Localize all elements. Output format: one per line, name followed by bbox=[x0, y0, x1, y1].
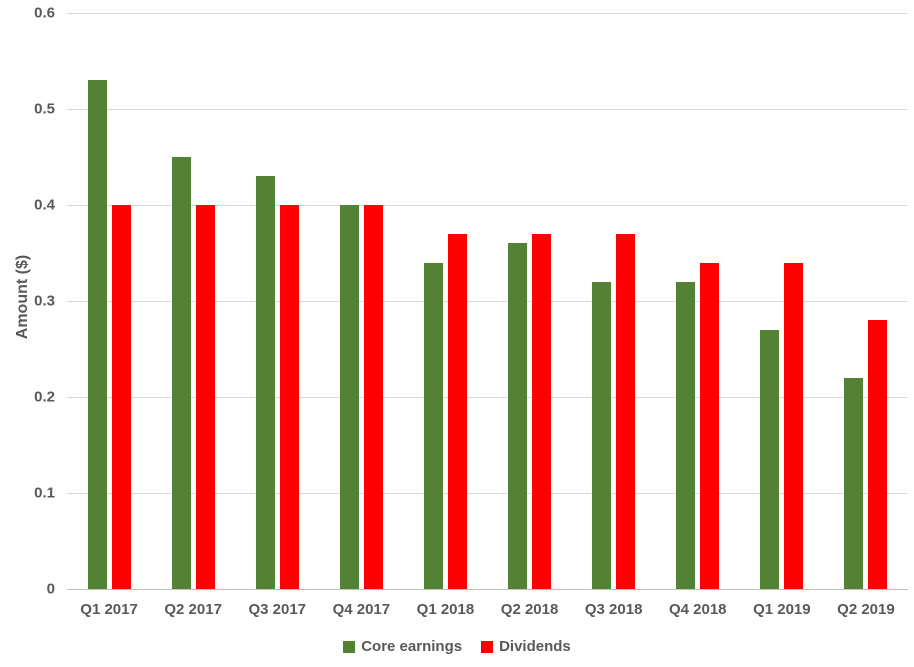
gridline bbox=[67, 108, 908, 110]
x-tick-label: Q1 2018 bbox=[416, 601, 475, 618]
y-tick-label: 0.1 bbox=[34, 484, 55, 502]
y-tick-label: 0.4 bbox=[34, 196, 55, 214]
bar-dividends-q2-2018 bbox=[532, 233, 552, 589]
y-tick-label: 0.6 bbox=[34, 4, 55, 22]
bar-core-earnings-q2-2019 bbox=[844, 377, 864, 589]
bar-core-earnings-q1-2018 bbox=[423, 262, 443, 589]
y-tick-label: 0 bbox=[46, 580, 55, 598]
bar-dividends-q3-2017 bbox=[279, 205, 299, 589]
x-tick-label: Q4 2018 bbox=[668, 601, 727, 618]
x-tick-label: Q3 2018 bbox=[584, 601, 643, 618]
legend-item-core-earnings: Core earnings bbox=[343, 638, 462, 655]
bar-core-earnings-q2-2017 bbox=[171, 157, 191, 589]
y-tick-label: 0.3 bbox=[34, 292, 55, 310]
bar-dividends-q4-2018 bbox=[700, 262, 720, 589]
bar-dividends-q3-2018 bbox=[616, 233, 636, 589]
bar-dividends-q4-2017 bbox=[363, 205, 383, 589]
bar-core-earnings-q2-2018 bbox=[508, 243, 528, 589]
gridline bbox=[67, 396, 908, 398]
gridline bbox=[67, 204, 908, 206]
x-tick-label: Q3 2017 bbox=[248, 601, 307, 618]
y-tick-label: 0.5 bbox=[34, 100, 55, 118]
bar-core-earnings-q1-2019 bbox=[760, 329, 780, 589]
bar-dividends-q2-2019 bbox=[868, 320, 888, 589]
bar-dividends-q1-2018 bbox=[447, 233, 467, 589]
legend: Core earnings Dividends bbox=[0, 638, 914, 655]
gridline bbox=[67, 300, 908, 302]
bar-dividends-q1-2017 bbox=[111, 205, 131, 589]
y-axis-title: Amount ($) bbox=[14, 254, 31, 340]
bar-dividends-q2-2017 bbox=[195, 205, 215, 589]
x-axis-line bbox=[67, 588, 908, 590]
bar-core-earnings-q4-2018 bbox=[676, 281, 696, 589]
x-tick-label: Q4 2017 bbox=[332, 601, 391, 618]
x-tick-label: Q2 2018 bbox=[500, 601, 559, 618]
x-tick-label: Q1 2017 bbox=[80, 601, 138, 618]
bar-core-earnings-q3-2017 bbox=[255, 176, 275, 589]
bar-core-earnings-q3-2018 bbox=[592, 281, 612, 589]
x-tick-label: Q2 2017 bbox=[164, 601, 222, 618]
x-tick-label: Q1 2019 bbox=[753, 601, 811, 618]
gridline bbox=[67, 492, 908, 494]
y-tick-label: 0.2 bbox=[34, 388, 55, 406]
gridline bbox=[67, 12, 908, 14]
x-tick-label: Q2 2019 bbox=[837, 601, 895, 618]
bar-dividends-q1-2019 bbox=[784, 262, 804, 589]
legend-swatch-core-earnings bbox=[343, 640, 356, 653]
bar-core-earnings-q4-2017 bbox=[339, 205, 359, 589]
legend-swatch-dividends bbox=[481, 640, 494, 653]
plot-area bbox=[67, 12, 908, 590]
legend-label-core-earnings: Core earnings bbox=[361, 638, 463, 655]
bar-core-earnings-q1-2017 bbox=[87, 80, 107, 589]
legend-item-dividends: Dividends bbox=[481, 638, 571, 655]
legend-label-dividends: Dividends bbox=[499, 638, 571, 655]
